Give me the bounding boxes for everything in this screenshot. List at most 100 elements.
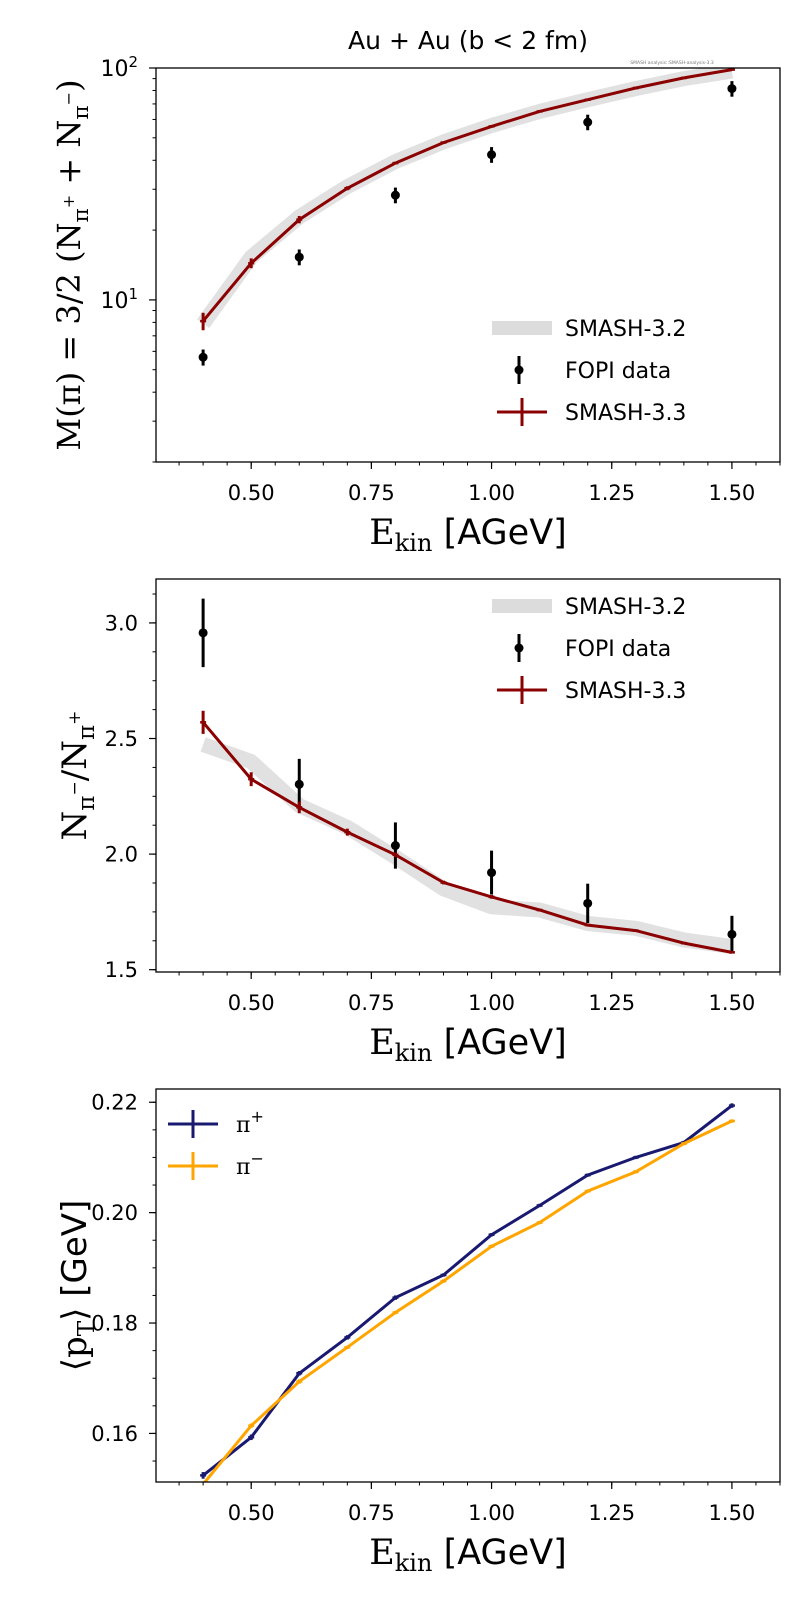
x-label-subscript: kin	[395, 529, 433, 557]
figure-title: Au + Au (b < 2 fm)	[348, 26, 588, 55]
legend-entry: FOPI data	[514, 356, 671, 384]
series---line	[202, 1104, 733, 1477]
fopi-data-point	[487, 868, 497, 878]
legend-band-swatch	[492, 321, 552, 335]
y-axis-label: ⟨pT⟩ [GeV]	[55, 1200, 100, 1372]
series---line	[202, 1119, 733, 1482]
x-tick-label: 1.50	[709, 991, 756, 1015]
y-label-part: + N	[50, 120, 88, 195]
y-label-part: +	[65, 711, 85, 725]
fopi-data-point	[294, 252, 304, 262]
legend-entry: SMASH-3.3	[497, 398, 686, 426]
x-tick-label: 0.75	[348, 481, 395, 505]
axes-frame	[155, 67, 781, 463]
x-tick-label: 1.00	[468, 991, 515, 1015]
legend-label-sup: +	[250, 1107, 263, 1126]
legend-label: SMASH-3.3	[565, 679, 686, 704]
legend-entry: SMASH-3.3	[497, 676, 686, 704]
y-tick-label-exponent: 2	[128, 53, 138, 71]
y-tick-label: 101	[100, 285, 138, 314]
plot-area	[200, 1103, 735, 1482]
y-tick-label-exponent: 1	[128, 285, 138, 303]
y-label-part: /N	[55, 740, 95, 781]
x-tick-label: 1.00	[468, 1501, 515, 1525]
y-label-part: π	[69, 208, 94, 222]
y-axis-label: Nπ−/Nπ+	[55, 711, 100, 841]
legend-label-base: π	[236, 1113, 250, 1138]
x-tick-label: 0.50	[228, 1501, 275, 1525]
y-tick-label: 102	[100, 53, 138, 82]
y-axis-label: M(π) = 3/2 (Nπ+ + Nπ−)	[50, 79, 94, 450]
fopi-data-point	[583, 117, 593, 127]
x-tick-label: 1.00	[468, 481, 515, 505]
x-tick-label: 0.50	[228, 991, 275, 1015]
y-label-part: N	[55, 811, 95, 841]
legend-band-swatch	[492, 599, 552, 613]
fopi-data-point	[198, 628, 208, 638]
fopi-data-point	[390, 190, 400, 200]
y-tick-label: 0.20	[91, 1201, 138, 1225]
y-tick-label: 2.0	[105, 843, 138, 867]
legend-entry: FOPI data	[514, 634, 671, 662]
y-label-part: T	[74, 1320, 100, 1336]
legend-label: SMASH-3.2	[565, 317, 686, 342]
legend-label: SMASH-3.3	[565, 401, 686, 426]
y-label-part: M(π) = 3/2 (N	[50, 222, 88, 450]
legend-label: SMASH-3.2	[565, 595, 686, 620]
fopi-data-point	[727, 929, 737, 939]
y-tick-label-base: 10	[100, 289, 128, 314]
y-label-part: π	[74, 795, 100, 810]
legend-entry: SMASH-3.2	[492, 317, 686, 342]
x-tick-label: 1.50	[709, 1501, 756, 1525]
y-label-part: ⟩ [GeV]	[55, 1200, 95, 1321]
legend-label: FOPI data	[565, 359, 671, 384]
x-tick-label: 1.25	[588, 1501, 635, 1525]
axes-frame	[155, 578, 781, 973]
fopi-data-point	[198, 352, 208, 362]
y-tick-label: 2.5	[105, 727, 138, 751]
x-axis-label: Ekin [AGeV]	[369, 513, 567, 557]
legend-entry: π+	[168, 1107, 264, 1138]
x-label-unit: [AGeV]	[432, 513, 566, 553]
fopi-data-point	[390, 841, 400, 851]
legend: SMASH-3.2 FOPI data SMASH-3.3	[492, 317, 686, 426]
fopi-data-point	[487, 150, 497, 160]
legend-entry: π−	[168, 1149, 264, 1180]
series-smash-3-3-line	[201, 721, 733, 954]
x-tick-label: 1.25	[588, 481, 635, 505]
y-label-part: )	[50, 79, 88, 91]
series-smash-3-2-band	[197, 68, 734, 328]
fopi-data-point	[727, 84, 737, 94]
y-tick-label: 1.5	[105, 958, 138, 982]
x-tick-label: 1.25	[588, 991, 635, 1015]
y-label-part: +	[59, 195, 78, 208]
panel-3: 0.50 0.75 1.00 1.25 1.50 0.16 0.18 0.20 0.22 Ekin…	[55, 1088, 781, 1577]
x-label-subscript: kin	[395, 1549, 433, 1577]
annotation-text: SMASH analysis::SMASH-analysis-3.3	[630, 60, 714, 66]
series-smash-3-2-band	[200, 737, 733, 955]
plot-area	[198, 598, 737, 955]
y-tick-label: 0.16	[91, 1422, 138, 1446]
x-label-symbol: E	[369, 1023, 395, 1063]
legend-label: π−	[236, 1149, 264, 1180]
y-label-part: −	[65, 781, 85, 795]
x-label-unit: [AGeV]	[432, 1023, 566, 1063]
x-tick-label: 0.50	[228, 481, 275, 505]
plot-area	[197, 68, 737, 366]
legend-label-sup: −	[250, 1149, 263, 1168]
x-label-symbol: E	[369, 1533, 395, 1573]
x-tick-label: 0.75	[348, 991, 395, 1015]
x-axis-label: Ekin [AGeV]	[369, 1533, 567, 1577]
y-tick-label: 0.18	[91, 1312, 138, 1336]
y-tick-label: 0.22	[91, 1091, 138, 1115]
legend-point-swatch	[514, 365, 524, 375]
y-label-part: π	[69, 105, 94, 119]
series-smash-3-3-line	[201, 68, 733, 323]
y-tick-label: 3.0	[105, 611, 138, 635]
axes-frame	[155, 1088, 781, 1483]
x-tick-label: 0.75	[348, 1501, 395, 1525]
x-label-symbol: E	[369, 513, 395, 553]
legend-point-swatch	[514, 643, 524, 653]
